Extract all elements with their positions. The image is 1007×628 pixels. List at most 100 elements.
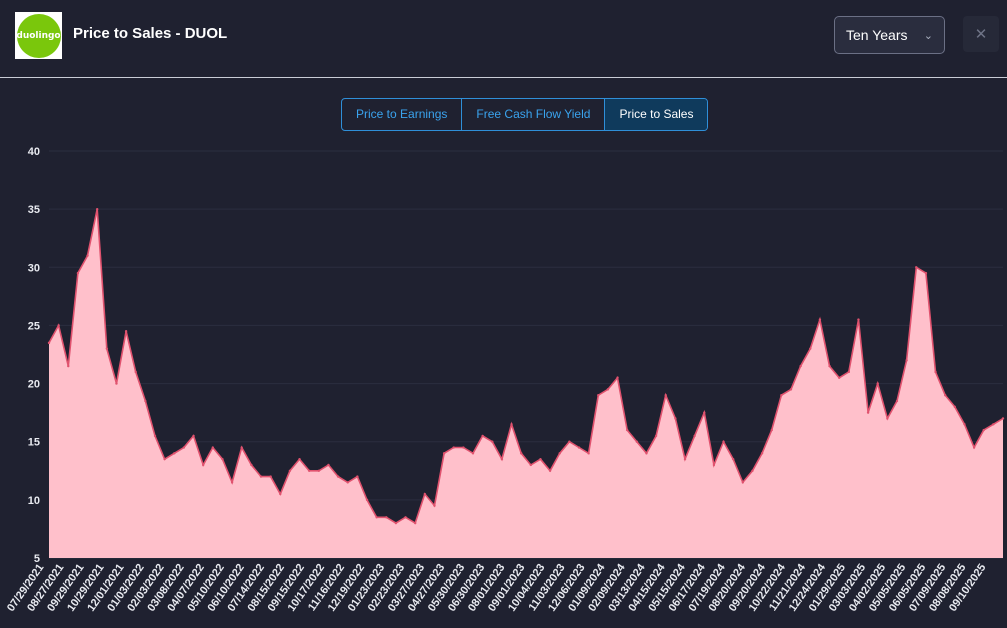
data-point bbox=[86, 254, 89, 257]
data-point bbox=[134, 370, 137, 374]
data-point bbox=[934, 370, 937, 374]
data-point bbox=[481, 434, 484, 438]
data-point bbox=[683, 457, 687, 461]
data-point bbox=[307, 469, 311, 472]
logo-mark: duolingo bbox=[16, 13, 61, 58]
data-point bbox=[404, 516, 407, 519]
data-point bbox=[558, 452, 561, 455]
data-point bbox=[57, 324, 60, 327]
data-point bbox=[298, 457, 301, 461]
metric-tabs: Price to Earnings Free Cash Flow Yield P… bbox=[341, 98, 709, 131]
tab-price-to-sales[interactable]: Price to Sales bbox=[605, 99, 708, 130]
data-point bbox=[789, 388, 793, 391]
data-point bbox=[356, 475, 359, 478]
data-point bbox=[471, 452, 475, 455]
close-button[interactable]: ✕ bbox=[963, 16, 999, 52]
y-tick-label: 5 bbox=[34, 553, 40, 565]
data-point bbox=[173, 452, 176, 455]
page-title: Price to Sales - DUOL bbox=[73, 25, 228, 42]
data-point bbox=[568, 440, 571, 443]
data-point bbox=[462, 446, 465, 449]
data-point bbox=[992, 423, 995, 426]
data-point bbox=[809, 347, 812, 350]
data-point bbox=[837, 376, 841, 379]
tab-price-to-earnings[interactable]: Price to Earnings bbox=[342, 99, 463, 130]
y-tick-label: 20 bbox=[28, 379, 40, 391]
data-point bbox=[635, 440, 639, 443]
data-point bbox=[741, 481, 745, 484]
data-point bbox=[847, 370, 851, 374]
chevron-down-icon: ⌄ bbox=[923, 29, 933, 42]
company-logo: duolingo bbox=[15, 12, 62, 59]
data-point bbox=[924, 271, 928, 275]
data-point bbox=[95, 207, 99, 211]
data-point bbox=[413, 521, 417, 525]
data-point bbox=[144, 399, 147, 403]
time-range-value: Ten Years bbox=[846, 27, 908, 43]
y-tick-label: 40 bbox=[28, 146, 40, 158]
data-point bbox=[336, 475, 340, 478]
data-point bbox=[770, 428, 773, 432]
data-point bbox=[346, 481, 349, 484]
data-point bbox=[548, 469, 552, 472]
data-point bbox=[442, 452, 446, 455]
series-area bbox=[49, 209, 1003, 558]
data-point bbox=[519, 452, 523, 455]
data-point bbox=[972, 446, 976, 449]
data-point bbox=[751, 469, 754, 472]
data-point bbox=[433, 504, 436, 507]
data-point bbox=[616, 376, 619, 379]
time-range-select[interactable]: Ten Years ⌄ bbox=[834, 16, 945, 54]
data-point bbox=[886, 417, 889, 420]
data-point bbox=[163, 457, 166, 461]
data-point bbox=[230, 481, 234, 484]
data-point bbox=[394, 521, 398, 525]
data-point bbox=[1001, 417, 1005, 420]
data-point bbox=[731, 457, 735, 461]
price-to-sales-chart: 40353025201510507/29/202108/27/202109/29… bbox=[5, 146, 1005, 614]
data-point bbox=[664, 394, 667, 397]
data-point bbox=[799, 364, 802, 368]
data-point bbox=[452, 446, 455, 449]
data-point bbox=[240, 446, 243, 449]
data-point bbox=[876, 382, 879, 385]
data-point bbox=[47, 341, 51, 345]
data-point bbox=[327, 463, 330, 467]
data-point bbox=[625, 428, 629, 432]
data-point bbox=[654, 434, 658, 438]
data-point bbox=[500, 457, 504, 461]
data-point bbox=[953, 405, 957, 409]
data-point bbox=[221, 457, 224, 461]
data-point bbox=[317, 469, 321, 472]
y-tick-label: 30 bbox=[28, 262, 40, 274]
data-point bbox=[703, 411, 706, 414]
data-point bbox=[722, 440, 725, 443]
data-point bbox=[153, 434, 157, 438]
data-point bbox=[510, 423, 513, 426]
tab-free-cash-flow-yield[interactable]: Free Cash Flow Yield bbox=[462, 99, 606, 130]
series-line bbox=[48, 208, 1004, 525]
data-point bbox=[211, 446, 215, 449]
data-point bbox=[905, 359, 908, 362]
y-tick-label: 35 bbox=[28, 204, 40, 216]
data-point bbox=[182, 446, 186, 449]
data-point bbox=[105, 347, 109, 350]
data-point bbox=[674, 417, 677, 420]
data-point bbox=[385, 516, 388, 519]
data-point bbox=[201, 463, 205, 467]
data-point bbox=[587, 452, 590, 455]
data-point bbox=[828, 364, 831, 368]
data-point bbox=[279, 492, 282, 496]
data-point bbox=[67, 364, 70, 368]
data-point bbox=[491, 440, 494, 443]
data-point bbox=[288, 469, 292, 472]
data-point bbox=[365, 498, 369, 502]
data-point bbox=[760, 452, 764, 455]
data-point bbox=[915, 266, 918, 269]
data-point bbox=[539, 457, 542, 461]
data-point bbox=[895, 399, 899, 403]
data-point bbox=[645, 452, 648, 455]
data-point bbox=[76, 271, 80, 275]
y-tick-label: 10 bbox=[28, 495, 40, 507]
data-point bbox=[943, 394, 947, 397]
